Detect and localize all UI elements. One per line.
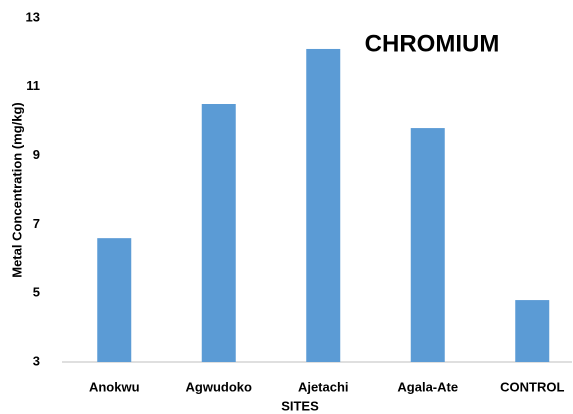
y-tick-label: 5 <box>33 285 40 300</box>
bar <box>97 238 132 362</box>
y-tick-label: 3 <box>33 353 40 368</box>
y-tick-label: 13 <box>26 9 40 24</box>
x-tick-label: Agwudoko <box>186 379 252 394</box>
x-tick-label: Anokwu <box>89 379 140 394</box>
x-tick-label: Agala-Ate <box>397 379 458 394</box>
bar <box>410 128 445 362</box>
x-tick-label: CONTROL <box>500 379 564 394</box>
y-axis-label: Metal Concentration (mg/kg) <box>9 102 24 278</box>
chart-title: CHROMIUM <box>365 30 500 57</box>
y-tick-label: 9 <box>33 147 40 162</box>
x-tick-label: Ajetachi <box>298 379 349 394</box>
y-tick-label: 11 <box>26 78 40 93</box>
x-axis-label: SITES <box>281 398 319 413</box>
bar <box>515 300 550 362</box>
bar <box>306 48 341 363</box>
bar <box>201 104 236 362</box>
y-tick-label: 7 <box>33 216 40 231</box>
